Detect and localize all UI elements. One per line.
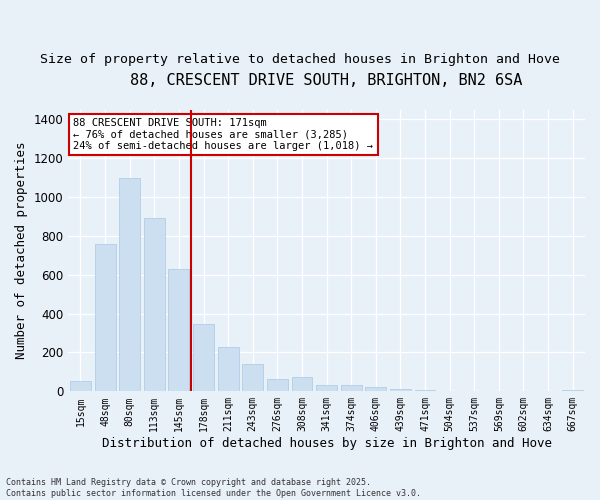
Bar — [267, 378, 288, 392]
Text: Contains HM Land Registry data © Crown copyright and database right 2025.
Contai: Contains HM Land Registry data © Crown c… — [6, 478, 421, 498]
Bar — [70, 380, 91, 392]
Text: Size of property relative to detached houses in Brighton and Hove: Size of property relative to detached ho… — [40, 52, 560, 66]
X-axis label: Distribution of detached houses by size in Brighton and Hove: Distribution of detached houses by size … — [101, 437, 551, 450]
Bar — [218, 346, 239, 392]
Bar — [341, 384, 362, 392]
Bar — [316, 384, 337, 392]
Bar — [169, 269, 190, 392]
Bar — [415, 390, 436, 392]
Bar — [242, 364, 263, 392]
Bar — [292, 377, 313, 392]
Bar — [562, 390, 583, 392]
Title: 88, CRESCENT DRIVE SOUTH, BRIGHTON, BN2 6SA: 88, CRESCENT DRIVE SOUTH, BRIGHTON, BN2 … — [130, 72, 523, 88]
Y-axis label: Number of detached properties: Number of detached properties — [15, 142, 28, 359]
Bar — [144, 218, 165, 392]
Bar — [390, 389, 411, 392]
Bar — [95, 244, 116, 392]
Bar — [365, 388, 386, 392]
Text: 88 CRESCENT DRIVE SOUTH: 171sqm
← 76% of detached houses are smaller (3,285)
24%: 88 CRESCENT DRIVE SOUTH: 171sqm ← 76% of… — [73, 118, 373, 151]
Bar — [193, 324, 214, 392]
Bar — [119, 178, 140, 392]
